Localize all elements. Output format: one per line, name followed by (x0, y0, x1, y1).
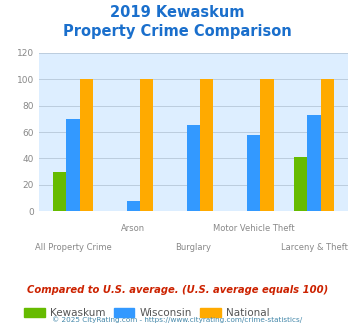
Bar (294, 157, 307, 211)
Legend: Kewaskum, Wisconsin, National: Kewaskum, Wisconsin, National (20, 304, 274, 322)
Bar (80, 79, 93, 211)
Bar (307, 115, 321, 211)
Text: 2019 Kewaskum: 2019 Kewaskum (110, 5, 245, 20)
Text: Larceny & Theft: Larceny & Theft (280, 243, 348, 252)
Bar (321, 79, 334, 211)
Bar (260, 79, 274, 211)
Text: Property Crime Comparison: Property Crime Comparison (63, 24, 292, 39)
Bar (200, 79, 213, 211)
Bar (247, 135, 260, 211)
Bar (127, 201, 140, 211)
Bar (140, 79, 153, 211)
Text: © 2025 CityRating.com - https://www.cityrating.com/crime-statistics/: © 2025 CityRating.com - https://www.city… (53, 317, 302, 323)
Bar (187, 125, 200, 211)
Text: Motor Vehicle Theft: Motor Vehicle Theft (213, 224, 295, 233)
Text: Burglary: Burglary (175, 243, 212, 252)
Bar (66, 119, 80, 211)
Bar (53, 172, 66, 211)
Text: Arson: Arson (121, 224, 145, 233)
Text: All Property Crime: All Property Crime (34, 243, 111, 252)
Text: Compared to U.S. average. (U.S. average equals 100): Compared to U.S. average. (U.S. average … (27, 285, 328, 295)
